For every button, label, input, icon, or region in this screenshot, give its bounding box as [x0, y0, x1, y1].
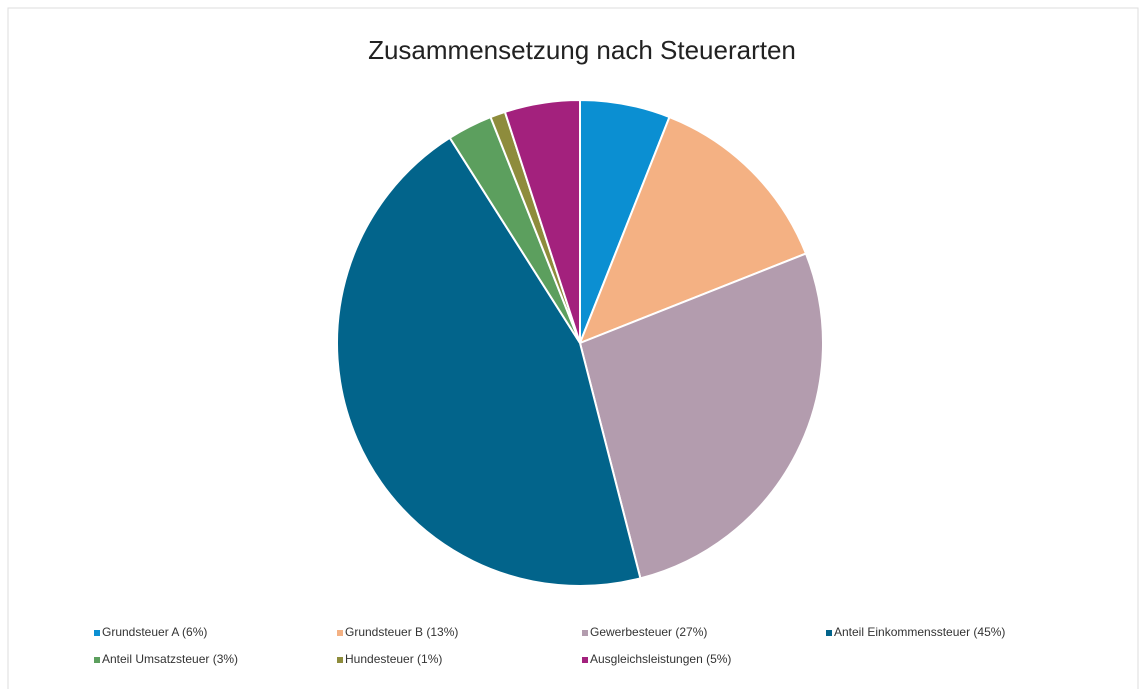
legend-label: Anteil Einkommenssteuer (45%) — [834, 625, 1005, 639]
legend-label: Ausgleichsleistungen (5%) — [590, 652, 731, 666]
pie-slice — [578, 115, 808, 345]
pie-slice — [503, 98, 581, 344]
legend-swatch — [337, 630, 343, 636]
legend-swatch — [582, 657, 588, 663]
legend-label: Anteil Umsatzsteuer (3%) — [102, 652, 238, 666]
legend-swatch — [826, 630, 832, 636]
legend: Grundsteuer A (6%) Grundsteuer B (13%) Gew… — [94, 625, 1005, 666]
legend-swatch — [94, 630, 100, 636]
legend-label: Grundsteuer B (13%) — [345, 625, 458, 639]
legend-swatch — [337, 657, 343, 663]
legend-label: Hundesteuer (1%) — [345, 652, 442, 666]
pie-slice — [336, 136, 642, 587]
legend-swatch — [94, 657, 100, 663]
chart-title: Zusammensetzung nach Steuerarten — [368, 35, 796, 65]
legend-label: Grundsteuer A (6%) — [102, 625, 207, 639]
legend-swatch — [582, 630, 588, 636]
legend-label: Gewerbesteuer (27%) — [590, 625, 707, 639]
pie-slice — [578, 252, 824, 580]
pie — [336, 98, 824, 587]
